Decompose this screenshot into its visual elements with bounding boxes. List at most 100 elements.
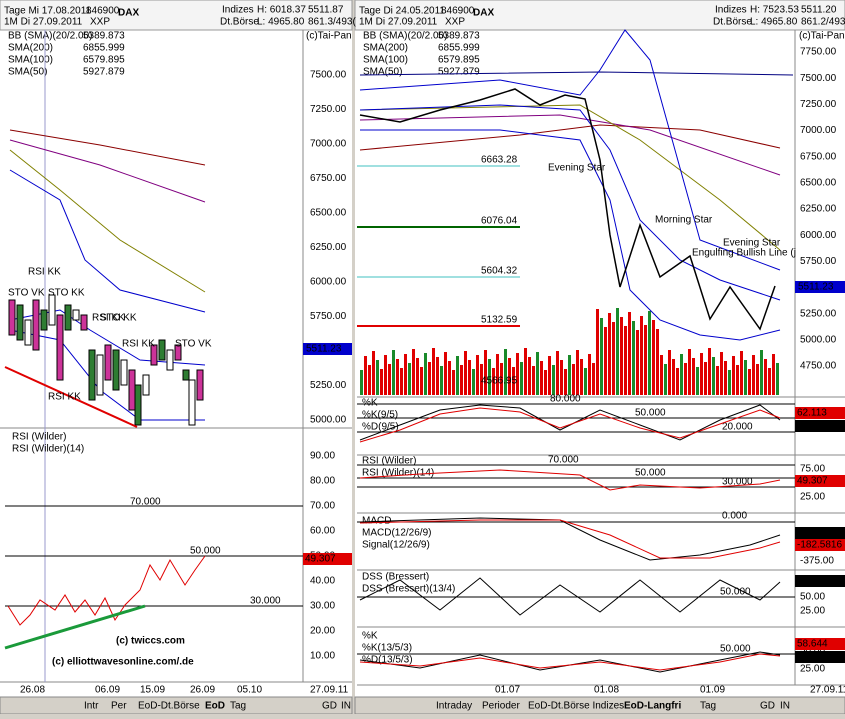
rsi-curve	[7, 555, 206, 626]
value-label: 49.307	[305, 554, 336, 565]
dss-curve	[359, 577, 781, 616]
volume-bar	[756, 364, 759, 395]
x-tick-label: 15.09	[140, 685, 165, 696]
volume-bar	[632, 321, 635, 395]
tab[interactable]: IN	[341, 701, 351, 712]
volume-bar	[764, 359, 767, 395]
level-label: 0.000	[722, 511, 747, 522]
volume-bar	[500, 363, 503, 395]
annotation: STO KK	[48, 288, 85, 299]
volume-bar	[424, 353, 427, 395]
volume-bar	[376, 360, 379, 395]
legend-name: SMA(50)	[8, 67, 47, 78]
volume-bar	[472, 369, 475, 395]
x-tick-label: 01.08	[594, 685, 619, 696]
panel-title: RSI (Wilder)	[362, 456, 416, 467]
y-tick-label: 6500.00	[310, 208, 347, 219]
volume-bar	[388, 364, 391, 395]
volume-bar	[736, 365, 739, 395]
header-last: 5511.87	[308, 5, 344, 16]
watermark: (c) twiccs.com	[116, 636, 185, 647]
panel-label: DSS (Bressert)(13/4)	[362, 584, 455, 595]
value-box	[795, 475, 845, 487]
annotation: RSI KK	[92, 313, 125, 324]
tab[interactable]: GD	[322, 701, 337, 712]
y-tick-label: 6500.00	[800, 177, 837, 188]
volume-bar	[604, 327, 607, 395]
volume-bar	[680, 354, 683, 395]
tab[interactable]: Intraday	[436, 701, 472, 712]
tab[interactable]: EoD-Dt.Börse Indizes	[528, 701, 624, 712]
y-tick-label: 40.00	[310, 576, 335, 587]
header-low: L: 4965.80	[750, 17, 798, 28]
candle	[24, 319, 32, 346]
value-label: 62.113	[797, 408, 827, 419]
y-tick-label: 6000.00	[310, 277, 347, 288]
level-label: 80.000	[550, 394, 581, 405]
value-label: -136.1662	[797, 528, 842, 539]
tab[interactable]: Per	[111, 701, 127, 712]
volume-bar	[744, 360, 747, 395]
level-label: 50.000	[190, 546, 221, 557]
candle	[16, 304, 24, 341]
volume-bar	[688, 349, 691, 395]
level-label: 5604.32	[481, 266, 518, 277]
level-label: 70.000	[130, 497, 161, 508]
volume-bar	[672, 359, 675, 395]
header-name: DAX	[118, 8, 139, 19]
header-venue: Dt.Börse	[220, 17, 259, 28]
y-tick-label: 6750.00	[310, 173, 347, 184]
panel-label: RSI (Wilder)(14)	[362, 468, 434, 479]
volume-bar	[488, 359, 491, 395]
legend-name: SMA(100)	[363, 55, 408, 66]
volume-bar	[776, 363, 779, 395]
candle	[142, 374, 150, 396]
tab[interactable]: Perioder	[482, 701, 520, 712]
level-label: 20.000	[722, 422, 753, 433]
tab[interactable]: Tag	[700, 701, 716, 712]
panel-title: DSS (Bressert)	[362, 572, 429, 583]
panel-label: %D(9/5)	[362, 422, 399, 433]
value-label: 49.307	[797, 476, 828, 487]
legend-value: 6855.999	[438, 43, 480, 54]
value-box	[795, 539, 845, 551]
candle	[72, 309, 80, 321]
volume-bar	[640, 316, 643, 395]
volume-bar	[468, 360, 471, 395]
y-tick-label: 75.00	[800, 464, 825, 475]
header-last: 5511.20	[801, 5, 837, 16]
header-high: H: 6018.37	[257, 5, 306, 16]
y-tick-label: 50.00	[800, 592, 825, 603]
tab[interactable]: Tag	[230, 701, 246, 712]
volume-bar	[564, 369, 567, 395]
x-tick-label: 26.09	[190, 685, 215, 696]
x-tick-label: 01.07	[495, 685, 520, 696]
volume-bar	[524, 348, 527, 395]
header-text: 1M Di 27.09.2011	[4, 17, 83, 28]
annotation: RSI KK	[28, 267, 61, 278]
y-tick-label: 60.00	[310, 526, 335, 537]
volume-bar	[548, 356, 551, 395]
tab[interactable]: EoD	[205, 701, 225, 712]
legend-value: 5927.879	[83, 67, 125, 78]
volume-bar	[576, 350, 579, 395]
volume-bar	[712, 357, 715, 395]
tab[interactable]: IN	[780, 701, 790, 712]
header-exch: XXP	[445, 17, 465, 28]
candle	[40, 309, 48, 331]
y-tick-label: 5250.00	[310, 380, 347, 391]
volume-bar	[556, 351, 559, 395]
volume-bar	[748, 369, 751, 395]
candle	[128, 369, 136, 411]
candle	[96, 354, 104, 396]
tab[interactable]: Intr	[84, 701, 99, 712]
tab[interactable]: EoD-Langfri	[624, 701, 681, 712]
volume-bar	[504, 349, 507, 395]
candle	[174, 344, 182, 361]
tab[interactable]: EoD-Dt.Börse	[138, 701, 200, 712]
stoch-d	[359, 407, 781, 443]
tab[interactable]: GD	[760, 701, 775, 712]
header-code: 846900	[86, 6, 120, 17]
annotation: Evening Star	[723, 238, 781, 249]
y-tick-label: -375.00	[800, 556, 834, 567]
